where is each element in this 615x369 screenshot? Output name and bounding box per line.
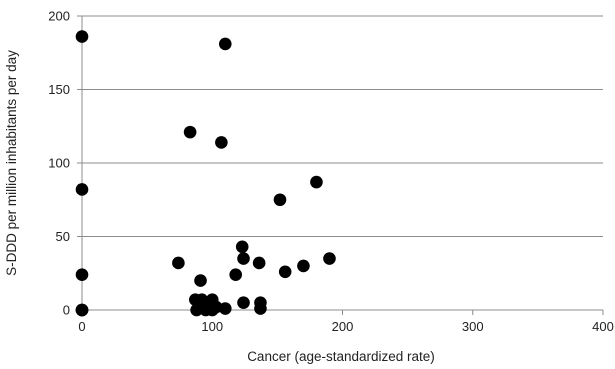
data-point xyxy=(229,268,242,282)
data-point xyxy=(194,274,207,287)
x-tick-label: 400 xyxy=(592,319,614,334)
data-point xyxy=(75,303,89,317)
x-tick-label: 100 xyxy=(201,319,223,334)
gridlines xyxy=(82,15,603,237)
data-point xyxy=(237,252,250,265)
data-point xyxy=(237,296,250,309)
y-axis-label: S-DDD per million inhabitants per day xyxy=(4,50,19,276)
data-point xyxy=(75,268,89,282)
y-tick-label: 200 xyxy=(48,9,70,24)
data-point xyxy=(254,302,267,315)
data-point xyxy=(252,256,266,270)
data-point xyxy=(278,265,292,279)
axes xyxy=(77,15,604,315)
data-point xyxy=(172,256,185,270)
data-point xyxy=(215,136,228,149)
data-point xyxy=(218,37,232,51)
data-point xyxy=(273,193,287,207)
y-tick-label: 150 xyxy=(48,82,70,97)
y-tick-label: 100 xyxy=(48,156,70,171)
y-tick-label: 0 xyxy=(63,303,70,318)
data-point xyxy=(218,302,232,315)
x-tick-label: 0 xyxy=(78,319,85,334)
x-tick-label: 200 xyxy=(332,319,354,334)
data-point xyxy=(297,259,310,273)
data-point xyxy=(75,30,89,43)
data-point xyxy=(310,175,323,189)
y-tick-label: 50 xyxy=(56,229,70,244)
data-point xyxy=(323,252,336,265)
data-point xyxy=(75,183,89,196)
data-points xyxy=(75,30,336,317)
data-point xyxy=(235,240,249,254)
tick-labels: 0 50 100 150 200 0 100 200 300 400 xyxy=(48,9,614,335)
x-axis-label: Cancer (age-standardized rate) xyxy=(247,349,435,364)
x-tick-label: 300 xyxy=(462,319,484,334)
data-point xyxy=(183,125,197,139)
